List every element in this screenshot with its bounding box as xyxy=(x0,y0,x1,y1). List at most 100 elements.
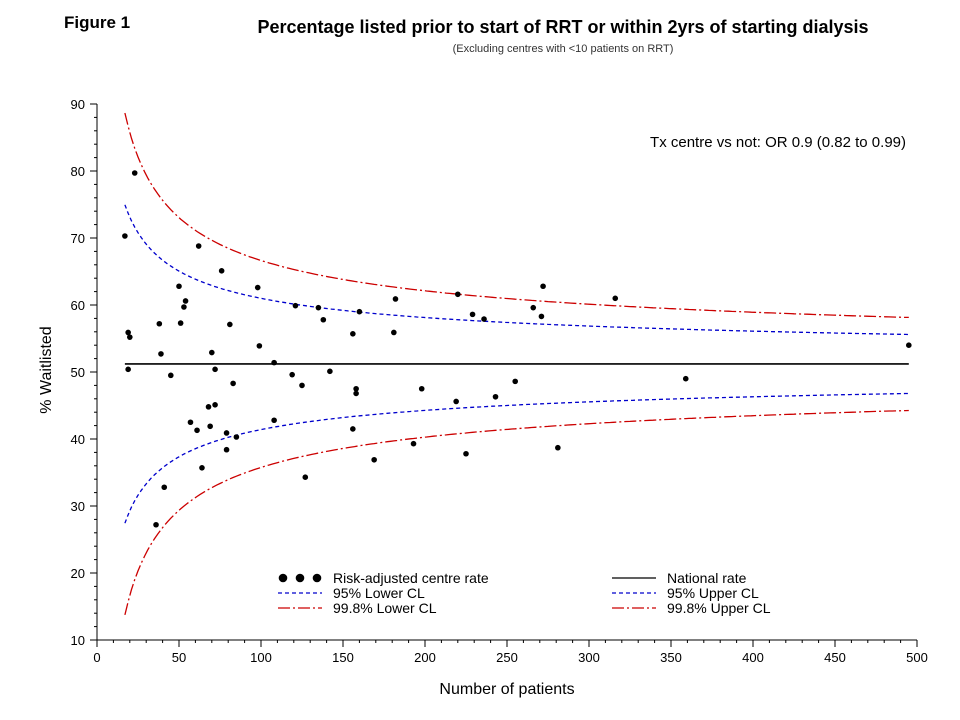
x-tick-label: 150 xyxy=(332,650,354,665)
x-tick-label: 0 xyxy=(93,650,100,665)
centre-point xyxy=(469,311,476,318)
legend-swatch-point xyxy=(278,573,288,583)
upper-95-cl-line xyxy=(124,204,909,336)
legend-label: 95% Upper CL xyxy=(667,585,759,601)
centre-point xyxy=(512,378,518,385)
centre-point xyxy=(195,243,202,249)
centre-point xyxy=(350,426,356,432)
centre-point xyxy=(230,380,236,387)
lower-99-8-cl-line xyxy=(124,409,909,616)
legend-label: 99.8% Lower CL xyxy=(333,600,437,616)
y-tick-label: 50 xyxy=(71,365,85,380)
centre-point xyxy=(158,351,164,357)
centre-point xyxy=(256,343,263,349)
centre-point xyxy=(453,398,459,405)
centre-point xyxy=(315,304,322,311)
centre-point xyxy=(299,382,305,389)
lower-95-cl-line xyxy=(124,392,909,524)
x-axis-ticks: 0 50 100 150 200 250 300 350 400 450 500 xyxy=(93,640,928,665)
odds-ratio-annotation: Tx centre vs not: OR 0.9 (0.82 to 0.99) xyxy=(650,134,906,151)
centre-point xyxy=(292,302,299,309)
centre-point xyxy=(194,427,200,434)
legend-swatch-point xyxy=(295,573,305,583)
centre-point xyxy=(207,423,213,430)
y-tick-label: 20 xyxy=(71,566,85,581)
centre-point xyxy=(481,316,487,322)
x-tick-label: 400 xyxy=(742,650,764,665)
centre-point xyxy=(612,295,619,302)
x-tick-label: 450 xyxy=(824,650,846,665)
centre-point xyxy=(212,366,218,373)
centre-point xyxy=(153,521,159,528)
centre-point xyxy=(392,296,399,302)
y-tick-label: 30 xyxy=(71,499,85,514)
x-tick-label: 50 xyxy=(172,650,186,665)
upper-99-8-cl-line xyxy=(124,112,909,319)
centre-point xyxy=(161,484,168,491)
centre-point xyxy=(353,385,359,392)
x-tick-label: 100 xyxy=(250,650,272,665)
centre-point xyxy=(254,284,261,291)
figure-label: Figure 1 xyxy=(64,13,131,32)
x-tick-label: 200 xyxy=(414,650,436,665)
centre-point xyxy=(205,404,212,410)
centre-point xyxy=(125,366,131,373)
y-tick-label: 40 xyxy=(71,432,85,447)
centre-point xyxy=(168,372,174,379)
centre-point xyxy=(199,465,205,471)
centre-point xyxy=(181,304,187,310)
x-tick-label: 250 xyxy=(496,650,518,665)
centre-point xyxy=(418,385,425,392)
centre-point xyxy=(127,334,133,340)
centre-point xyxy=(271,417,277,424)
y-axis-ticks: 10 20 30 40 50 60 70 80 90 xyxy=(71,97,97,648)
centre-point xyxy=(492,393,499,400)
x-tick-label: 500 xyxy=(906,650,928,665)
centre-point xyxy=(218,268,225,274)
centre-point xyxy=(530,304,537,311)
centre-point xyxy=(271,359,277,366)
centre-point xyxy=(463,450,469,457)
chart-title: Percentage listed prior to start of RRT … xyxy=(257,17,869,37)
legend-label: 95% Lower CL xyxy=(333,585,425,601)
centre-point xyxy=(223,446,230,453)
centre-point xyxy=(410,440,417,447)
centre-point xyxy=(209,349,215,356)
legend-swatch-point xyxy=(312,573,322,583)
legend-label: National rate xyxy=(667,570,747,586)
centre-point xyxy=(131,170,138,176)
centre-point xyxy=(302,474,309,480)
centre-point xyxy=(356,308,363,315)
centre-point xyxy=(223,430,230,436)
centre-point xyxy=(156,320,163,327)
centre-point xyxy=(320,316,327,323)
centre-point xyxy=(187,419,194,426)
centre-point xyxy=(122,233,128,239)
centre-point xyxy=(350,331,356,337)
centre-point xyxy=(233,434,240,440)
y-tick-label: 10 xyxy=(71,633,85,648)
centre-point xyxy=(125,329,131,336)
centre-point xyxy=(289,371,295,378)
y-tick-label: 80 xyxy=(71,164,85,179)
y-tick-label: 60 xyxy=(71,298,85,313)
centre-point xyxy=(353,390,359,397)
centre-points xyxy=(122,170,912,528)
centre-point xyxy=(906,342,912,349)
legend: Risk-adjusted centre rate National rate95… xyxy=(278,570,771,616)
centre-point xyxy=(455,291,461,298)
x-tick-label: 350 xyxy=(660,650,682,665)
y-tick-label: 70 xyxy=(71,231,85,246)
x-tick-label: 300 xyxy=(578,650,600,665)
centre-point xyxy=(391,329,397,336)
centre-point xyxy=(555,444,561,451)
centre-point xyxy=(177,320,184,326)
chart-subtitle: (Excluding centres with <10 patients on … xyxy=(452,43,674,55)
legend-label: Risk-adjusted centre rate xyxy=(333,570,489,586)
centre-point xyxy=(682,375,689,382)
axes xyxy=(96,104,917,641)
centre-point xyxy=(538,313,545,320)
centre-point xyxy=(371,456,377,463)
centre-point xyxy=(327,368,333,375)
